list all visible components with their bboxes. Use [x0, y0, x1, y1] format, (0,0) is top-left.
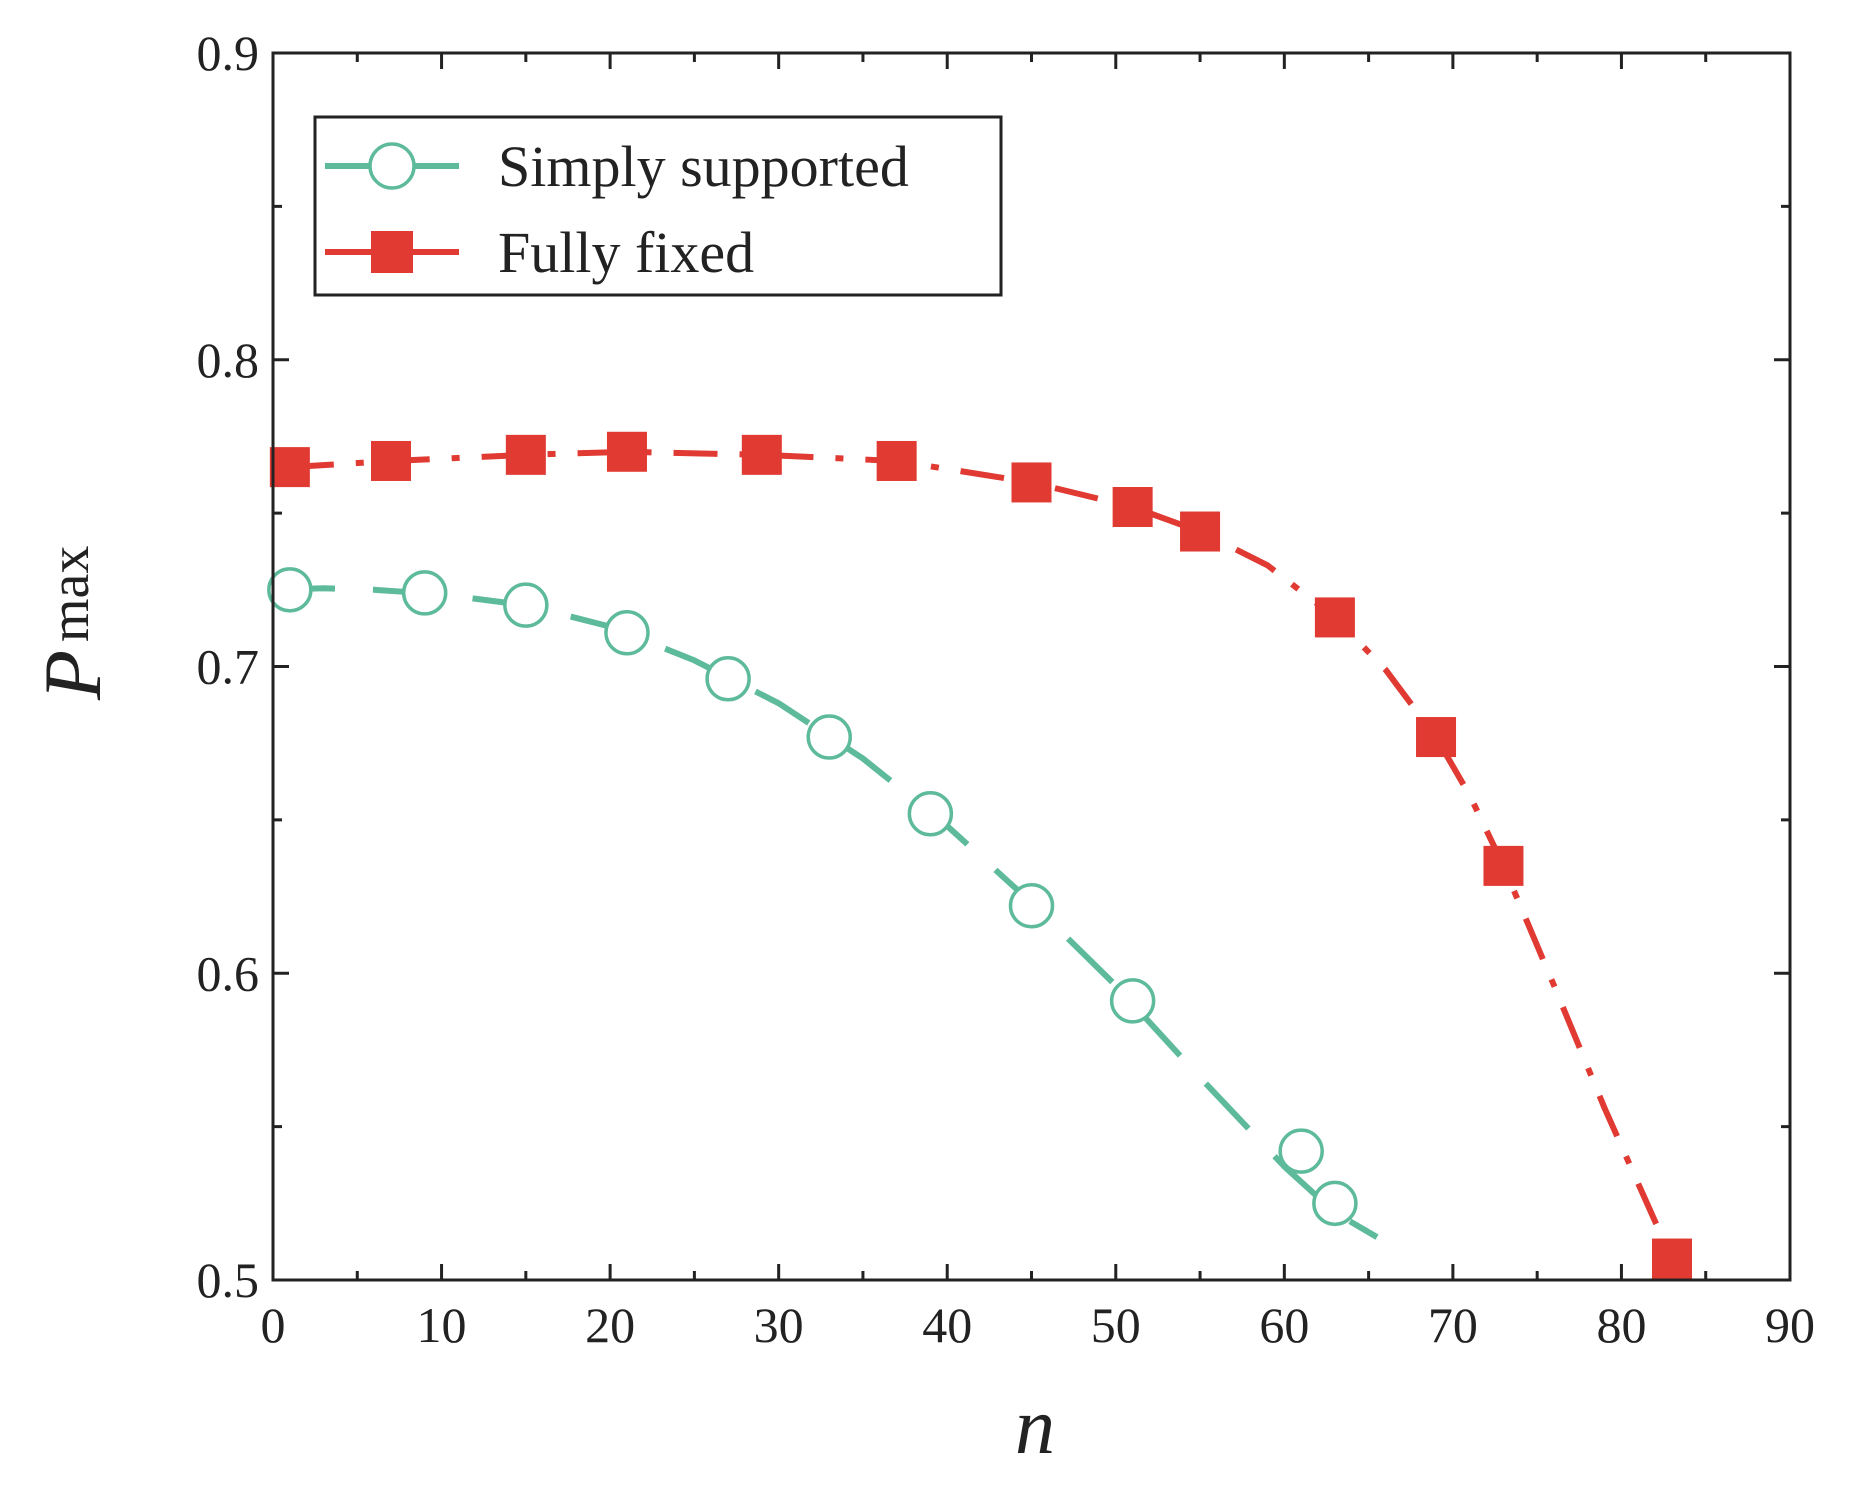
data-point-simply-supported	[401, 570, 448, 616]
legend-label-simply-supported: Simply supported	[498, 134, 909, 199]
y-axis-title-main: P	[27, 650, 118, 701]
axis-ticks	[271, 51, 1792, 1282]
data-point-fully-fixed	[1112, 486, 1153, 527]
legend-marker-simply-supported	[368, 142, 416, 190]
y-tick-label: 0.6	[197, 945, 260, 1001]
legend: Simply supported Fully fixed	[313, 115, 1003, 297]
x-tick-label: 10	[417, 1297, 467, 1353]
x-tick-label: 60	[1259, 1297, 1309, 1353]
y-axis-title-sub: max	[39, 546, 101, 642]
y-tick-label: 0.5	[197, 1252, 260, 1308]
x-tick-label: 80	[1596, 1297, 1646, 1353]
y-tick-label: 0.9	[197, 25, 260, 81]
data-point-simply-supported	[1312, 1180, 1358, 1227]
data-point-fully-fixed	[1180, 511, 1221, 552]
series-markers	[267, 431, 1693, 1279]
series-line-fully-fixed	[289, 448, 1675, 1260]
data-point-fully-fixed	[1483, 845, 1524, 886]
legend-box	[313, 115, 1003, 297]
data-point-simply-supported	[503, 582, 549, 628]
data-point-fully-fixed	[269, 447, 310, 488]
x-tick-label: 40	[922, 1297, 972, 1353]
data-point-simply-supported	[1008, 883, 1055, 929]
data-point-simply-supported	[907, 790, 954, 837]
tick-labels: 0 10 20 30 40 50 60 70 80 90 0.5 0.6 0.7 0.8 0.9	[197, 25, 1816, 1353]
data-point-fully-fixed	[1011, 462, 1052, 503]
data-point-simply-supported	[604, 610, 650, 656]
x-tick-label: 50	[1091, 1297, 1141, 1353]
y-axis-title: P max	[27, 546, 118, 701]
data-point-simply-supported	[1278, 1128, 1324, 1174]
x-axis-title: n	[1015, 1383, 1055, 1471]
legend-marker-fully-fixed	[371, 231, 413, 273]
data-point-fully-fixed	[741, 434, 782, 475]
data-point-simply-supported	[1109, 978, 1156, 1024]
data-point-fully-fixed	[505, 434, 546, 475]
x-tick-label: 70	[1428, 1297, 1478, 1353]
data-point-simply-supported	[267, 567, 313, 613]
y-tick-label: 0.7	[197, 639, 260, 695]
x-tick-label: 30	[754, 1297, 804, 1353]
data-point-simply-supported	[806, 714, 852, 760]
data-point-fully-fixed	[1416, 717, 1457, 758]
data-point-fully-fixed	[876, 440, 917, 481]
data-point-fully-fixed	[1652, 1238, 1693, 1279]
data-point-fully-fixed	[606, 431, 647, 472]
data-point-simply-supported	[705, 656, 751, 702]
data-point-fully-fixed	[370, 440, 411, 481]
x-tick-label: 0	[261, 1297, 286, 1353]
x-tick-label: 90	[1765, 1297, 1815, 1353]
data-point-fully-fixed	[1314, 597, 1355, 638]
x-tick-label: 20	[585, 1297, 635, 1353]
legend-label-fully-fixed: Fully fixed	[498, 220, 754, 285]
y-tick-label: 0.8	[197, 332, 260, 388]
